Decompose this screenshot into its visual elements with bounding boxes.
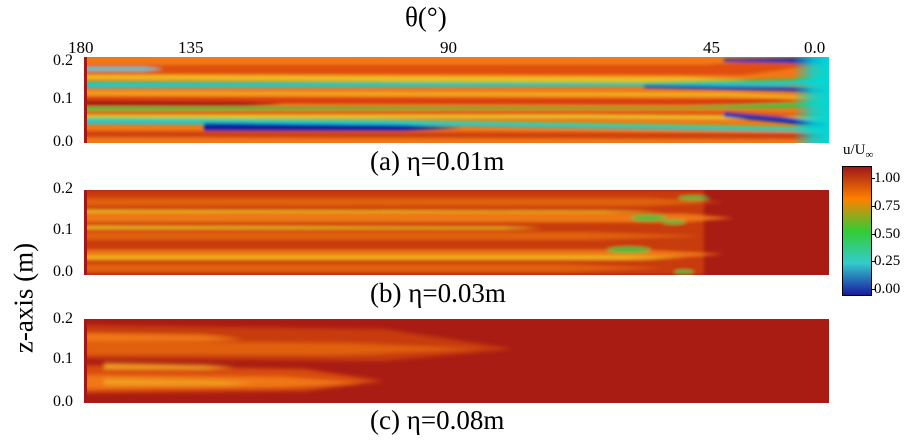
panel-a-ytick-0.0: 0.0 (53, 133, 73, 150)
colorbar-title-main: u/U (843, 142, 866, 158)
panel-c-caption: (c) η=0.08m (370, 405, 505, 435)
colorbar-title: u/U∞ (843, 142, 873, 161)
colorbar-tick-0.25: 0.25 (874, 253, 901, 269)
panel-a-ytick-0.2: 0.2 (53, 52, 73, 69)
panel-b-caption: (b) η=0.03m (370, 278, 506, 308)
panel-b-velocity-contour (84, 190, 829, 275)
colorbar-tick-0.50: 0.50 (874, 226, 901, 242)
theta-tick-45: 45 (703, 38, 720, 57)
colorbar-gradient (843, 167, 871, 295)
panel-a-ytick-0.1: 0.1 (53, 90, 73, 107)
colorbar-tickmark-0.25 (871, 261, 875, 262)
colorbar-tickmark-0.75 (871, 206, 875, 207)
colorbar-tick-1.00: 1.00 (874, 170, 901, 186)
colorbar-tick-0.00: 0.00 (874, 281, 901, 297)
panel-a-velocity-contour (84, 57, 829, 143)
theta-tick-135: 135 (178, 38, 204, 57)
colorbar-tickmark-0.50 (871, 234, 875, 235)
colorbar-tick-0.75: 0.75 (874, 198, 901, 214)
panel-c-velocity-contour (84, 319, 829, 403)
panel-a-caption: (a) η=0.01m (370, 146, 505, 176)
panel-c-ytick-0.1: 0.1 (53, 350, 73, 367)
panel-b-ytick-0.2: 0.2 (53, 180, 73, 197)
panel-b-ytick-0.1: 0.1 (53, 221, 73, 238)
theta-tick-90: 90 (440, 38, 457, 57)
theta-tick-180: 180 (68, 38, 94, 57)
colorbar-tickmark-1.00 (871, 178, 875, 179)
panel-c-ytick-0.0: 0.0 (53, 393, 73, 410)
theta-axis-title: θ(°) (405, 2, 447, 32)
panel-b-ytick-0.0: 0.0 (53, 263, 73, 280)
colorbar (842, 166, 872, 296)
panel-c-ytick-0.2: 0.2 (53, 310, 73, 327)
theta-tick-0: 0.0 (804, 38, 826, 57)
z-axis-title: z-axis (m) (8, 242, 39, 354)
colorbar-title-sub: ∞ (865, 149, 874, 161)
colorbar-tickmark-0.00 (871, 289, 875, 290)
